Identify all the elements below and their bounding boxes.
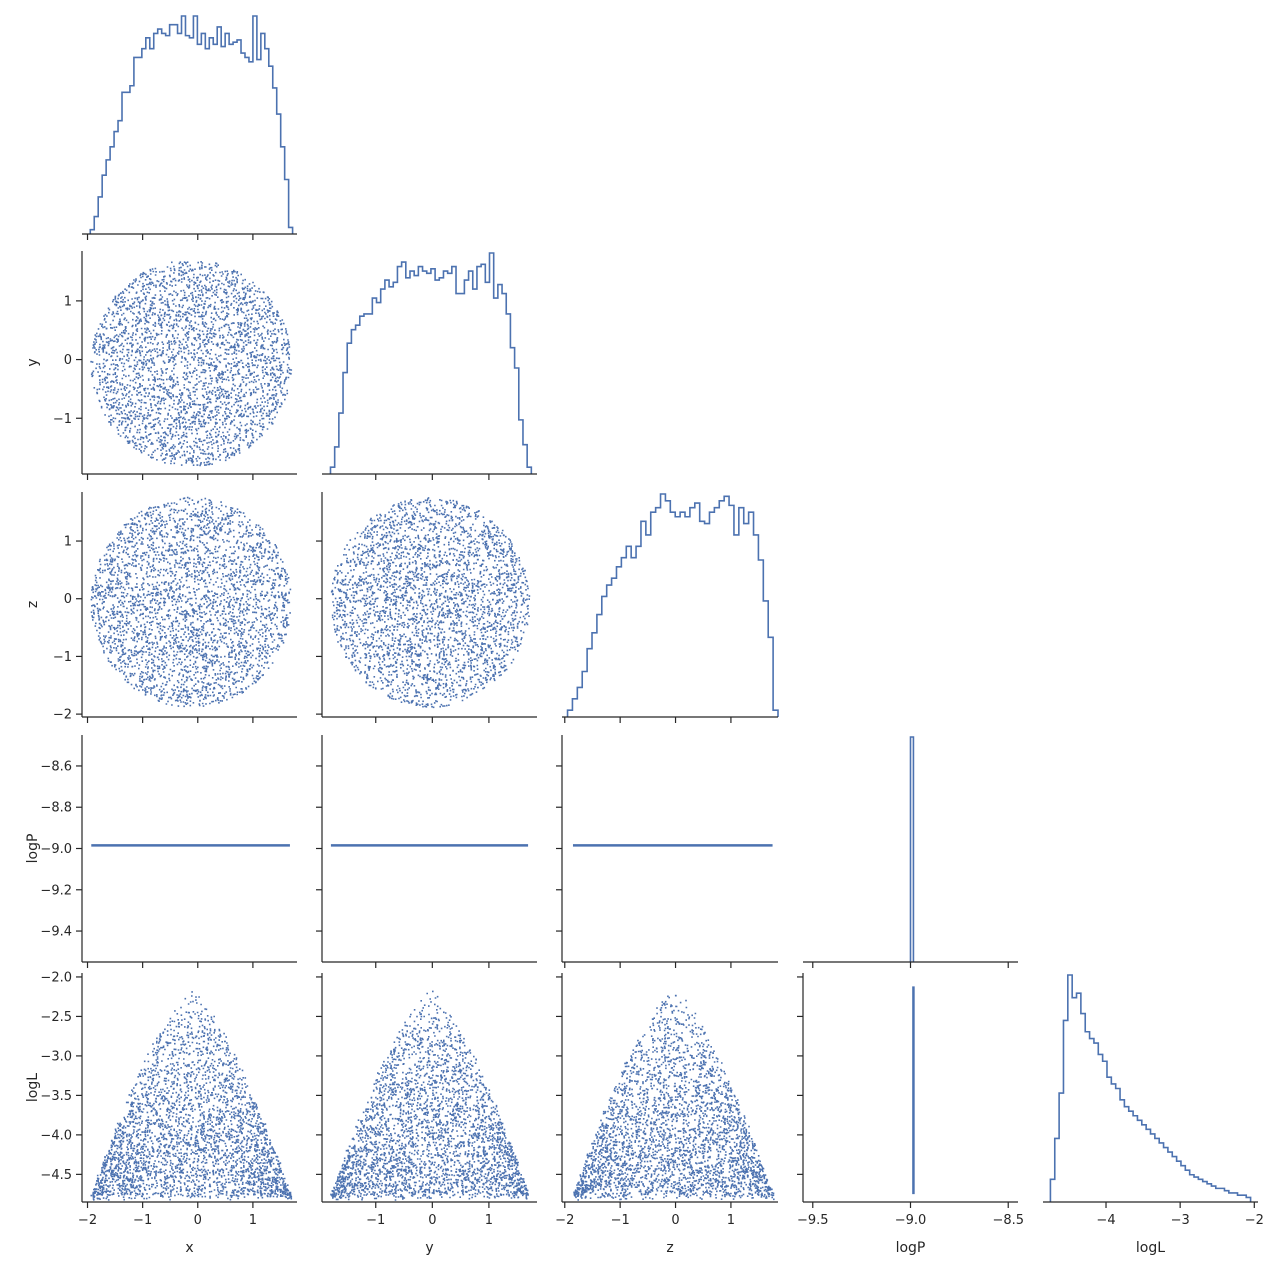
panel-z-vs-x: −2 −1 0 1: [53, 492, 297, 723]
panel-logL-vs-x: −2 −1 0 1 −2.0 −2.5 −3.0 −3.5 −4.0 −4.5: [40, 970, 297, 1228]
y-tick-label: 0: [64, 592, 72, 607]
y-axis-label-y: y: [25, 358, 41, 366]
x-tick-label: 0: [671, 1213, 679, 1228]
x-tick-label: −9.5: [797, 1213, 829, 1228]
scatter-logL-vs-y: [330, 990, 529, 1201]
x-tick-label: −1: [133, 1213, 152, 1228]
scatter-points: [330, 990, 529, 1201]
x-axis-label-z: z: [666, 1240, 673, 1256]
panel-logP-vs-logP: [803, 736, 1018, 968]
scatter-points: [573, 994, 775, 1201]
y-tick-label: −9.0: [40, 842, 72, 857]
histogram-x: [89, 15, 294, 234]
scatter-points: [90, 496, 292, 708]
histogram-y: [329, 252, 533, 474]
scatter-points: [90, 991, 293, 1201]
x-tick-label: 0: [428, 1213, 436, 1228]
histogram-logL: [1049, 974, 1252, 1202]
x-tick-label: −9.0: [895, 1213, 927, 1228]
x-tick-label: 1: [485, 1213, 493, 1228]
x-axis-label-logL: logL: [1136, 1240, 1165, 1256]
y-tick-label: −2: [53, 708, 72, 723]
x-tick-label: 1: [727, 1213, 735, 1228]
panel-x-vs-x: [82, 15, 297, 240]
x-tick-label: −4: [1096, 1213, 1115, 1228]
histogram-logP: [909, 736, 915, 962]
x-tick-label: −1: [611, 1213, 630, 1228]
y-axis-label-z: z: [25, 601, 41, 608]
x-tick-label: 0: [194, 1213, 202, 1228]
scatter-logL-vs-x: [90, 991, 293, 1201]
x-tick-label: −1: [366, 1213, 385, 1228]
panel-logP-vs-y: [316, 735, 537, 968]
x-axis-label-x: x: [185, 1240, 193, 1256]
y-tick-label: −3.0: [40, 1049, 72, 1064]
y-axis-label-logL: logL: [25, 1073, 41, 1102]
y-tick-label: −2.5: [40, 1010, 72, 1025]
panel-logL-vs-logP: −9.5 −9.0 −8.5: [797, 973, 1024, 1228]
x-tick-label: −2: [78, 1213, 97, 1228]
histogram-z: [566, 493, 779, 717]
x-tick-label: −8.5: [992, 1213, 1024, 1228]
panel-logL-vs-logL: −4 −3 −2: [1043, 974, 1264, 1228]
x-tick-label: 1: [249, 1213, 257, 1228]
panel-y-vs-x: −1 0 1: [53, 251, 297, 480]
y-tick-label: 1: [64, 294, 72, 309]
panel-logL-vs-y: −1 0 1: [316, 973, 537, 1228]
x-axis-label-logP: logP: [896, 1240, 926, 1256]
panel-z-vs-z: [562, 493, 779, 723]
scatter-points: [330, 497, 531, 709]
y-tick-label: −9.2: [40, 883, 72, 898]
scatter-z-vs-y: [330, 497, 531, 709]
y-tick-label: 1: [64, 535, 72, 550]
y-tick-label: −2.0: [40, 970, 72, 985]
scatter-logL-vs-z: [573, 994, 775, 1201]
x-tick-label: −2: [1245, 1213, 1264, 1228]
y-tick-label: −8.8: [40, 801, 72, 816]
scatter-z-vs-x: [90, 496, 292, 708]
panel-logL-vs-z: −2 −1 0 1: [555, 973, 778, 1228]
y-axis-label-logP: logP: [25, 834, 41, 864]
panel-y-vs-y: [322, 252, 537, 480]
y-tick-label: −8.6: [40, 759, 72, 774]
panel-logP-vs-x: −8.6 −8.8 −9.0 −9.2 −9.4: [40, 735, 297, 968]
y-tick-label: −1: [53, 650, 72, 665]
scatter-y-vs-x: [90, 261, 293, 467]
scatter-points: [90, 261, 293, 467]
y-tick-label: −9.4: [40, 925, 72, 940]
panel-logP-vs-z: [556, 735, 778, 968]
y-tick-label: 0: [64, 353, 72, 368]
x-tick-label: −2: [555, 1213, 574, 1228]
x-axis-label-y: y: [425, 1240, 433, 1256]
y-tick-label: −3.5: [40, 1089, 72, 1104]
y-tick-label: −1: [53, 412, 72, 427]
x-tick-label: −3: [1171, 1213, 1190, 1228]
y-tick-label: −4.0: [40, 1128, 72, 1143]
y-tick-label: −4.5: [40, 1168, 72, 1183]
panel-z-vs-y: [316, 492, 537, 723]
